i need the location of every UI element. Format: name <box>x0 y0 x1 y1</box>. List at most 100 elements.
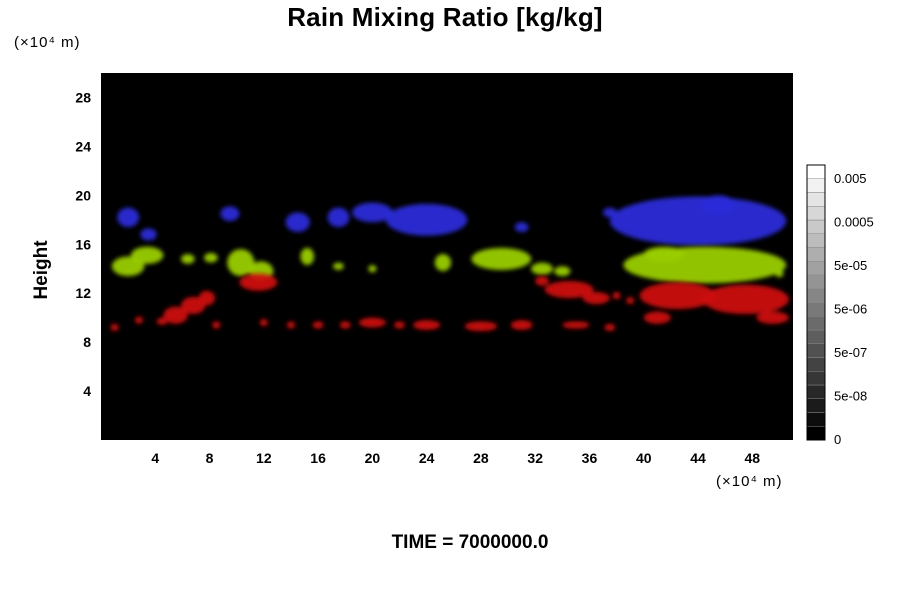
lower-blob-15 <box>464 321 498 332</box>
colorbar-label: 5e-06 <box>834 302 867 317</box>
lower-blob-13 <box>394 321 405 329</box>
lower-blob-7 <box>239 273 278 291</box>
y-tick-label: 20 <box>75 187 91 203</box>
colorbar-segment <box>806 247 826 262</box>
colorbar-segment <box>806 384 826 399</box>
lower-blob-12 <box>358 317 386 328</box>
lower-blob-20 <box>544 280 594 299</box>
y-tick-label: 4 <box>83 383 91 399</box>
upper-blob-6 <box>385 203 468 236</box>
middle-blob-7 <box>333 262 344 270</box>
colorbar-segment <box>806 412 826 427</box>
middle-blob-1 <box>130 246 164 264</box>
lower-blob-25 <box>639 282 716 310</box>
lower-blob-10 <box>312 321 324 329</box>
middle-blob-8 <box>368 265 377 273</box>
colorbar-segment <box>806 233 826 248</box>
middle-blob-11 <box>531 262 553 275</box>
y-tick-label: 12 <box>75 285 91 301</box>
x-tick-label: 32 <box>527 450 543 466</box>
colorbar-segment <box>806 261 826 276</box>
lower-blob-6 <box>212 321 221 329</box>
lower-blob-11 <box>339 321 351 329</box>
colorbar-segment <box>806 164 826 179</box>
colorbar-segment <box>806 219 826 234</box>
upper-blob-7 <box>514 222 529 233</box>
x-tick-label: 12 <box>256 450 272 466</box>
layer-lower <box>110 273 789 332</box>
x-tick-label: 24 <box>419 450 435 466</box>
x-axis-unit: (×10⁴ m) <box>716 473 783 490</box>
x-tick-label: 48 <box>745 450 761 466</box>
lower-blob-23 <box>626 296 635 305</box>
middle-blob-9 <box>434 254 452 272</box>
upper-blob-0 <box>117 207 139 228</box>
upper-blob-4 <box>327 207 350 228</box>
colorbar-segment <box>806 288 826 303</box>
middle-blob-15 <box>775 269 784 278</box>
lower-blob-2 <box>156 317 168 326</box>
colorbar-segment <box>806 426 826 441</box>
colorbar-segment <box>806 274 826 289</box>
lower-blob-21 <box>582 291 610 305</box>
lower-blob-0 <box>110 323 119 332</box>
colorbar-segment <box>806 329 826 344</box>
lower-blob-4 <box>181 296 206 314</box>
lower-blob-24 <box>643 311 671 324</box>
x-tick-label: 16 <box>310 450 326 466</box>
x-tick-label: 4 <box>151 450 159 466</box>
lower-blob-26 <box>702 284 789 314</box>
colorbar-segment <box>806 178 826 193</box>
middle-blob-10 <box>471 247 532 270</box>
upper-blob-3 <box>285 212 310 233</box>
x-tick-label: 44 <box>690 450 706 466</box>
y-tick-label: 16 <box>75 236 91 252</box>
lower-blob-1 <box>134 316 144 324</box>
x-tick-label: 8 <box>206 450 214 466</box>
upper-blob-10 <box>700 195 737 215</box>
layer-upper <box>117 195 787 246</box>
upper-blob-9 <box>609 196 787 246</box>
colorbar-label: 0.0005 <box>834 215 874 230</box>
middle-blob-3 <box>204 252 218 263</box>
lower-blob-19 <box>535 276 549 286</box>
lower-blob-14 <box>413 320 441 330</box>
x-tick-label: 36 <box>582 450 598 466</box>
colorbar-label: 5e-07 <box>834 345 867 360</box>
lower-blob-27 <box>756 311 789 324</box>
x-tick-label: 28 <box>473 450 489 466</box>
colorbar-segment <box>806 302 826 317</box>
y-tick-label: 28 <box>75 89 91 105</box>
upper-blob-5 <box>352 202 393 223</box>
time-label: TIME = 7000000.0 <box>391 532 549 553</box>
middle-blob-12 <box>554 266 571 277</box>
lower-blob-8 <box>259 318 268 327</box>
colorbar-label: 0 <box>834 432 841 447</box>
x-tick-label: 40 <box>636 450 652 466</box>
upper-blob-1 <box>140 228 157 241</box>
colorbar-frame <box>806 164 826 441</box>
upper-blob-2 <box>220 206 240 222</box>
colorbar-segment <box>806 371 826 386</box>
x-tick-label: 20 <box>365 450 381 466</box>
colorbar-label: 5e-05 <box>834 258 867 273</box>
middle-blob-4 <box>227 249 255 277</box>
y-tick-label: 8 <box>83 334 91 350</box>
lower-blob-22 <box>612 291 621 300</box>
lower-blob-3 <box>163 306 188 324</box>
colorbar-segment <box>806 398 826 413</box>
y-tick-label: 24 <box>75 138 91 154</box>
middle-blob-2 <box>181 254 195 264</box>
colorbar-label: 0.005 <box>834 171 867 186</box>
colorbar-segment <box>806 316 826 331</box>
colorbar-label: 5e-08 <box>834 389 867 404</box>
lower-blob-16 <box>510 320 533 330</box>
lower-blob-17 <box>562 321 590 329</box>
middle-blob-6 <box>300 247 315 266</box>
colorbar-segment <box>806 343 826 358</box>
y-axis-unit: (×10⁴ m) <box>14 34 81 51</box>
lower-blob-18 <box>604 323 616 332</box>
chart-title: Rain Mixing Ratio [kg/kg] <box>287 2 603 32</box>
lower-blob-5 <box>198 290 215 306</box>
